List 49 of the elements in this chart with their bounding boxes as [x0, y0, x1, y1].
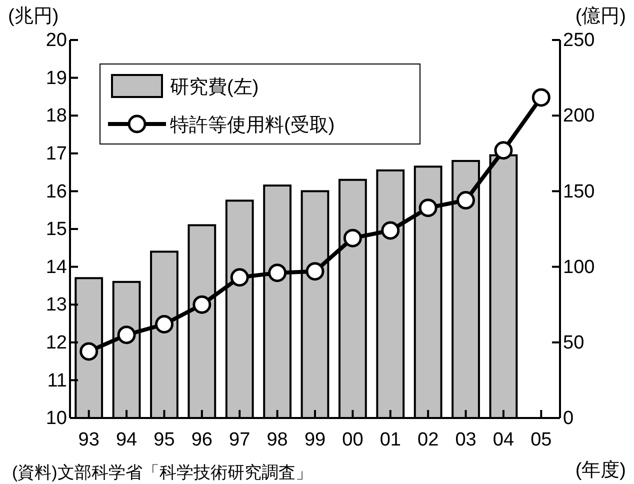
point [418, 198, 438, 218]
y-tick-label: 19 [46, 68, 67, 89]
x-tick-label: 95 [154, 430, 175, 451]
y-tick-label: 15 [46, 219, 67, 240]
y2-tick-label: 250 [563, 30, 595, 52]
x-tick-label: 94 [116, 430, 138, 451]
x-tick-label: 97 [229, 430, 250, 451]
point [381, 221, 400, 240]
x-tick-label: 99 [304, 430, 326, 451]
y2-tick-label: 50 [563, 332, 584, 354]
y-tick-label: 17 [46, 143, 67, 164]
x-tick-label: 96 [191, 430, 212, 451]
y-tick-label: 18 [46, 106, 67, 127]
y2-axis-title: (億円) [575, 6, 626, 27]
x-tick-label: 02 [418, 430, 439, 451]
point [494, 141, 513, 160]
y-tick-label: 11 [47, 370, 67, 392]
x-tick-label: 93 [78, 430, 100, 451]
x-tick-label: 98 [266, 430, 288, 451]
point [154, 315, 174, 334]
y-tick-label: 10 [46, 408, 67, 430]
y2-tick-label: 200 [563, 106, 595, 127]
x-tick-label: 05 [530, 430, 552, 451]
y-tick-label: 16 [46, 181, 67, 202]
legend-label: 研究費(左) [170, 76, 259, 98]
y2-tick-label: 0 [563, 408, 574, 430]
point [80, 342, 98, 361]
text: (資料)文部科学省「科学技術研究調査」 [12, 463, 312, 482]
legend-label: 特許等使用料(受取) [170, 115, 335, 136]
point [192, 295, 212, 314]
x-tick-label: 03 [455, 430, 476, 451]
x-tick-label: 01 [380, 430, 401, 451]
x-axis-title: (年度) [575, 459, 626, 481]
y-tick-label: 14 [46, 256, 68, 278]
x-tick-label: 00 [342, 430, 364, 451]
y2-tick-label: 100 [563, 256, 595, 278]
point [268, 264, 287, 282]
point [343, 228, 362, 248]
point [532, 88, 550, 107]
y-tick-label: 12 [46, 332, 67, 354]
point [117, 326, 136, 344]
point [230, 268, 249, 287]
point [456, 191, 476, 210]
y-tick-label: 13 [46, 294, 67, 316]
y2-tick-label: 150 [563, 181, 595, 202]
y-axis-title: (兆円) [8, 6, 59, 27]
x-tick-label: 04 [492, 430, 514, 451]
y-tick-label: 20 [46, 30, 67, 52]
point [306, 262, 324, 281]
